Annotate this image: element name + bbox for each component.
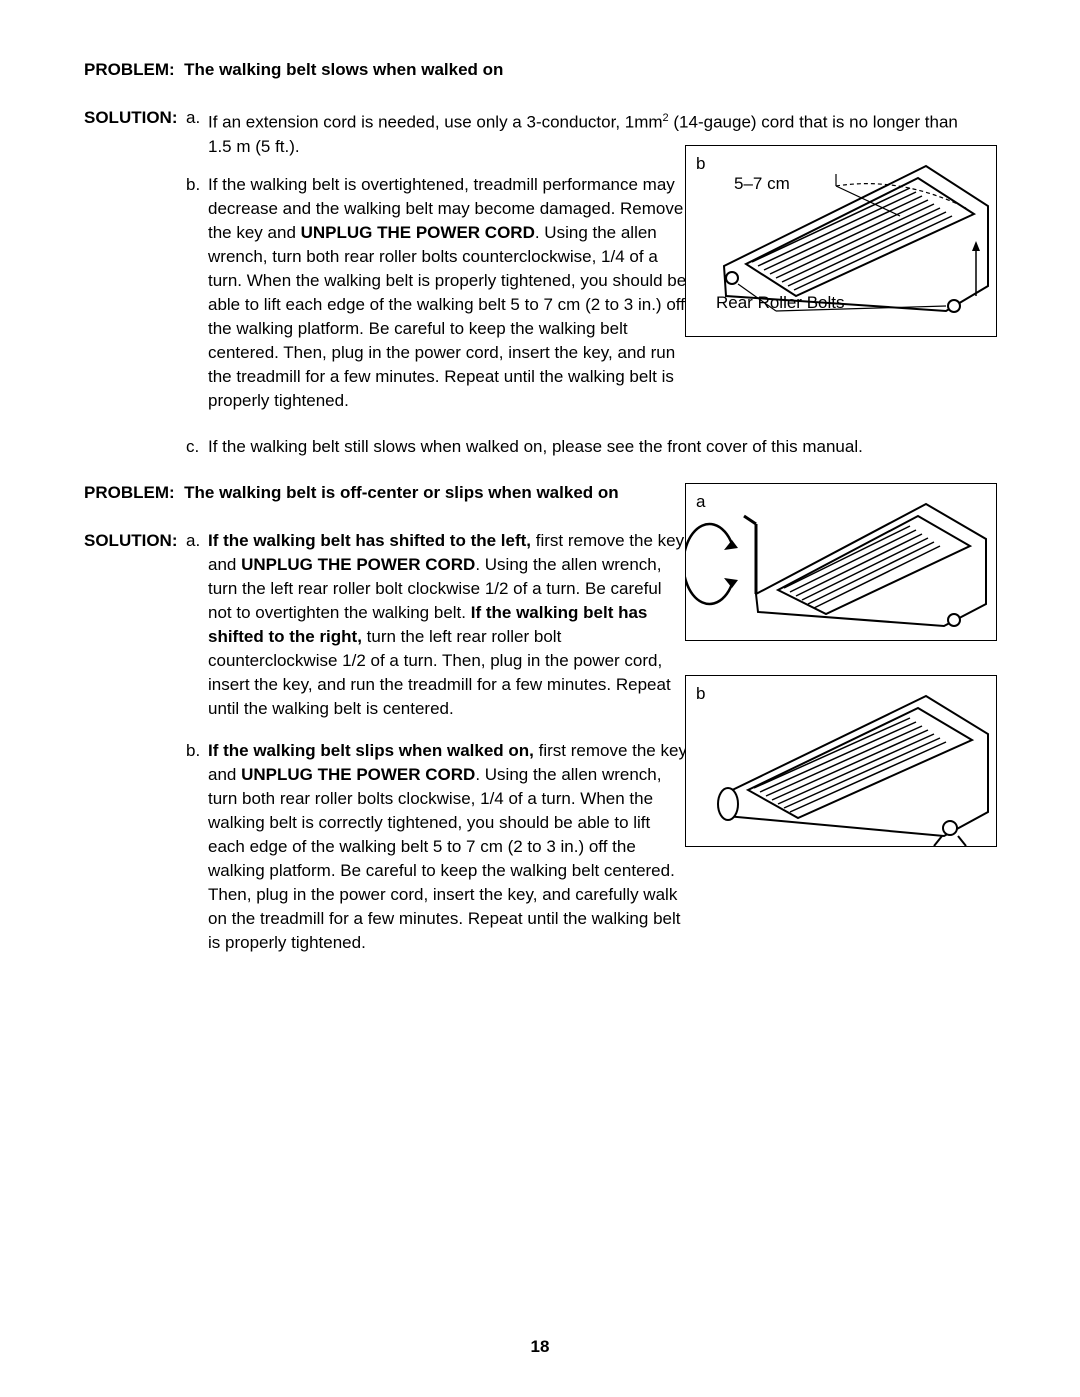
solution-1c-row: c. If the walking belt still slows when … xyxy=(186,435,1000,459)
solution-1c-text: If the walking belt still slows when wal… xyxy=(208,435,978,459)
solution-label: SOLUTION: xyxy=(84,529,186,553)
item-letter-a: a. xyxy=(186,106,208,130)
figure-dim-label: 5–7 cm xyxy=(734,174,790,194)
item-letter-c: c. xyxy=(186,435,208,459)
item-letter-b: b. xyxy=(186,739,208,763)
manual-page: PROBLEM: The walking belt slows when wal… xyxy=(0,0,1080,1397)
page-number: 18 xyxy=(0,1337,1080,1357)
item-letter-a: a. xyxy=(186,529,208,553)
problem-1-heading: PROBLEM: The walking belt slows when wal… xyxy=(84,58,1000,82)
figure-label-b2: b xyxy=(696,684,705,704)
solution-2a-text: If the walking belt has shifted to the l… xyxy=(208,529,688,721)
figure-bolt-label: Rear Roller Bolts xyxy=(716,294,845,312)
problem-label: PROBLEM: xyxy=(84,483,175,502)
solution-1b-text: If the walking belt is overtightened, tr… xyxy=(208,173,688,413)
solution-label: SOLUTION: xyxy=(84,106,186,130)
problem-label: PROBLEM: xyxy=(84,60,175,79)
solution-2b-text: If the walking belt slips when walked on… xyxy=(208,739,688,955)
figure-label-a: a xyxy=(696,492,705,512)
treadmill-center-diagram xyxy=(686,484,998,642)
problem-text: The walking belt is off-center or slips … xyxy=(184,483,619,502)
problem-text: The walking belt slows when walked on xyxy=(184,60,503,79)
figure-a-mid: a xyxy=(685,483,997,641)
figure-label-b: b xyxy=(696,154,705,174)
figure-b-bottom: b xyxy=(685,675,997,847)
item-letter-b: b. xyxy=(186,173,208,197)
figure-b-top: b 5–7 cm Rear Roller Bolts xyxy=(685,145,997,337)
treadmill-slip-diagram xyxy=(686,676,998,848)
